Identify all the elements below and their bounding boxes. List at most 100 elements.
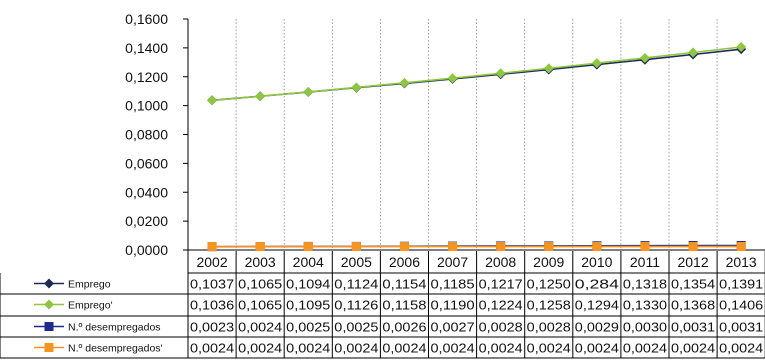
data-label: 0,0024 xyxy=(575,342,619,356)
data-label: 0,0024 xyxy=(286,342,330,356)
data-point xyxy=(639,52,650,63)
data-point xyxy=(496,242,506,252)
data-point xyxy=(207,242,217,252)
data-label: 0,1095 xyxy=(286,299,330,313)
data-label: 0,0024 xyxy=(334,342,378,356)
data-table: 2002 2003 2004 2005 2006 2007 2008 2009 2010 2011… xyxy=(0,251,765,359)
data-label: 0,1318 xyxy=(623,278,667,292)
data-label: 0,0028 xyxy=(527,321,571,335)
series-1 xyxy=(207,42,747,106)
data-point xyxy=(255,91,266,102)
data-point xyxy=(543,63,554,74)
data-label: 0,0027 xyxy=(431,321,475,335)
data-point xyxy=(495,68,506,79)
data-label: 0,1094 xyxy=(286,278,330,292)
y-tick-label: 0,1000 xyxy=(125,98,168,114)
legend-label: Emprego' xyxy=(68,300,113,312)
data-point xyxy=(351,242,361,252)
data-point xyxy=(736,242,746,252)
y-tick-label: 0,0400 xyxy=(125,184,168,200)
data-point xyxy=(207,95,218,106)
y-tick-label: 0,0000 xyxy=(125,242,168,258)
x-tick-label: 2008 xyxy=(485,254,516,270)
x-tick-label: 2007 xyxy=(437,254,468,270)
data-label: 0,0025 xyxy=(334,321,378,335)
data-label: 0,0029 xyxy=(575,321,619,335)
data-point xyxy=(448,242,458,252)
y-tick-label: 0,1400 xyxy=(125,40,168,56)
data-point xyxy=(544,242,554,252)
series-line xyxy=(211,46,742,102)
data-label: 0,1065 xyxy=(238,278,282,292)
data-point xyxy=(688,47,699,58)
grid-lines xyxy=(235,19,718,250)
data-point xyxy=(591,58,602,69)
plot-area xyxy=(207,42,747,252)
data-point xyxy=(399,77,410,88)
data-point xyxy=(592,242,602,252)
data-label: 0,284 xyxy=(575,278,619,292)
data-label: 0,0023 xyxy=(190,321,234,335)
data-label: 0,1154 xyxy=(382,278,426,292)
data-label: 0,1217 xyxy=(479,278,523,292)
data-label: 0,1158 xyxy=(382,299,426,313)
data-label: 0,0024 xyxy=(431,342,475,356)
data-label: 0,1330 xyxy=(623,299,667,313)
legend-label: N.º desempregados xyxy=(68,322,161,334)
data-point xyxy=(640,242,650,252)
data-label: 0,1124 xyxy=(334,278,378,292)
data-point xyxy=(303,242,313,252)
data-label: 0,1036 xyxy=(190,299,234,313)
y-tick-label: 0,1200 xyxy=(125,69,168,85)
data-label: 0,0024 xyxy=(527,342,571,356)
data-label: 0,1258 xyxy=(527,299,571,313)
data-label: 0,0030 xyxy=(623,321,667,335)
data-label: 0,1368 xyxy=(671,299,715,313)
data-label: 0,0024 xyxy=(382,342,426,356)
data-label: 0,1065 xyxy=(238,299,282,313)
x-tick-label: 2009 xyxy=(533,254,564,270)
data-label: 0,0024 xyxy=(238,342,282,356)
data-label: 0,0026 xyxy=(382,321,426,335)
data-point xyxy=(44,322,54,331)
x-tick-label: 2010 xyxy=(581,254,612,270)
x-tick-label: 2005 xyxy=(341,254,372,270)
data-label: 0,0025 xyxy=(286,321,330,335)
x-tick-label: 2011 xyxy=(630,254,660,270)
data-point xyxy=(688,242,698,252)
data-point xyxy=(447,73,458,84)
data-label: 0,0024 xyxy=(671,342,715,356)
data-label: 0,1224 xyxy=(479,299,523,313)
data-label: 0,0024 xyxy=(623,342,667,356)
data-point xyxy=(303,86,314,97)
data-point xyxy=(351,82,362,93)
data-point xyxy=(736,42,747,53)
data-label: 0,0031 xyxy=(671,321,715,335)
x-tick-label: 2006 xyxy=(389,254,420,270)
legend-label: Emprego xyxy=(68,279,111,291)
data-label: 0,0031 xyxy=(719,321,763,335)
y-tick-label: 0,1600 xyxy=(125,11,168,27)
data-point xyxy=(44,278,54,289)
data-point xyxy=(399,242,409,252)
data-label: 0,1406 xyxy=(719,299,763,313)
data-label: 0,0024 xyxy=(238,321,282,335)
x-tick-label: 2002 xyxy=(196,254,227,270)
data-label: 0,1250 xyxy=(527,278,571,292)
x-tick-label: 2004 xyxy=(293,254,324,270)
data-point xyxy=(255,242,265,252)
data-label: 0,1126 xyxy=(334,299,378,313)
data-label: 0,0024 xyxy=(190,342,234,356)
y-tick-label: 0,0600 xyxy=(125,155,168,171)
data-point xyxy=(44,343,54,352)
legend-label: N.º desempregados' xyxy=(68,343,163,355)
data-label: 0,1037 xyxy=(190,278,234,292)
data-label: 0,0024 xyxy=(479,342,523,356)
y-tick-label: 0,0200 xyxy=(125,213,168,229)
data-label: 0,1190 xyxy=(431,299,475,313)
x-tick-label: 2012 xyxy=(677,254,708,270)
data-label: 0,1391 xyxy=(719,278,763,292)
series-3 xyxy=(207,242,746,252)
data-label: 0,0028 xyxy=(479,321,523,335)
